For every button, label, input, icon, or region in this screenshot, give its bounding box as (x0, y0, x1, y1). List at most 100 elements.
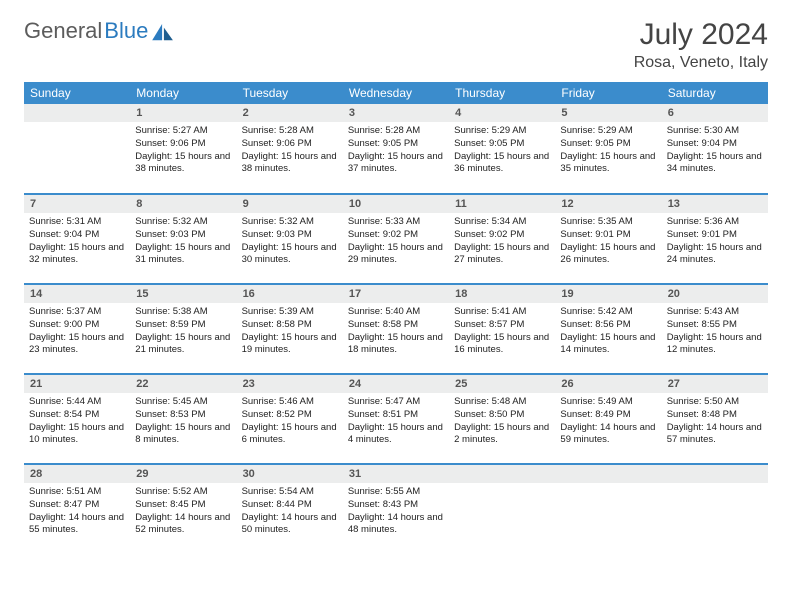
calendar-day-cell: 26Sunrise: 5:49 AMSunset: 8:49 PMDayligh… (555, 374, 661, 464)
daylight-line: Daylight: 15 hours and 19 minutes. (242, 332, 338, 358)
daylight-line: Daylight: 14 hours and 50 minutes. (242, 512, 338, 538)
calendar-week-row: 7Sunrise: 5:31 AMSunset: 9:04 PMDaylight… (24, 194, 768, 284)
day-number: 26 (555, 375, 661, 393)
daylight-line: Daylight: 15 hours and 4 minutes. (348, 422, 444, 448)
day-number: 6 (662, 104, 768, 122)
calendar-day-cell: 28Sunrise: 5:51 AMSunset: 8:47 PMDayligh… (24, 464, 130, 554)
weekday-header: Monday (130, 82, 236, 104)
calendar-day-cell: 31Sunrise: 5:55 AMSunset: 8:43 PMDayligh… (343, 464, 449, 554)
day-number: 31 (343, 465, 449, 483)
calendar-week-row: 21Sunrise: 5:44 AMSunset: 8:54 PMDayligh… (24, 374, 768, 464)
sunrise-line: Sunrise: 5:38 AM (135, 306, 231, 319)
sunrise-line: Sunrise: 5:46 AM (242, 396, 338, 409)
day-number: 3 (343, 104, 449, 122)
sunset-line: Sunset: 8:57 PM (454, 319, 550, 332)
day-number: 12 (555, 195, 661, 213)
sunrise-line: Sunrise: 5:27 AM (135, 125, 231, 138)
sunrise-line: Sunrise: 5:30 AM (667, 125, 763, 138)
day-details: Sunrise: 5:44 AMSunset: 8:54 PMDaylight:… (24, 393, 130, 451)
daylight-line: Daylight: 15 hours and 38 minutes. (135, 151, 231, 177)
day-details: Sunrise: 5:37 AMSunset: 9:00 PMDaylight:… (24, 303, 130, 361)
sunset-line: Sunset: 9:05 PM (348, 138, 444, 151)
sunrise-line: Sunrise: 5:48 AM (454, 396, 550, 409)
day-number: 25 (449, 375, 555, 393)
location: Rosa, Veneto, Italy (634, 54, 768, 72)
day-number: 30 (237, 465, 343, 483)
day-details: Sunrise: 5:50 AMSunset: 8:48 PMDaylight:… (662, 393, 768, 451)
sunset-line: Sunset: 8:47 PM (29, 499, 125, 512)
sunrise-line: Sunrise: 5:41 AM (454, 306, 550, 319)
calendar-day-cell: 6Sunrise: 5:30 AMSunset: 9:04 PMDaylight… (662, 104, 768, 194)
day-number: 23 (237, 375, 343, 393)
day-details: Sunrise: 5:35 AMSunset: 9:01 PMDaylight:… (555, 213, 661, 271)
sunrise-line: Sunrise: 5:51 AM (29, 486, 125, 499)
calendar-day-cell: 2Sunrise: 5:28 AMSunset: 9:06 PMDaylight… (237, 104, 343, 194)
calendar-week-row: 1Sunrise: 5:27 AMSunset: 9:06 PMDaylight… (24, 104, 768, 194)
daylight-line: Daylight: 15 hours and 8 minutes. (135, 422, 231, 448)
sunset-line: Sunset: 8:45 PM (135, 499, 231, 512)
calendar-day-cell (555, 464, 661, 554)
day-details: Sunrise: 5:32 AMSunset: 9:03 PMDaylight:… (130, 213, 236, 271)
sunset-line: Sunset: 8:59 PM (135, 319, 231, 332)
calendar-day-cell: 8Sunrise: 5:32 AMSunset: 9:03 PMDaylight… (130, 194, 236, 284)
day-details: Sunrise: 5:54 AMSunset: 8:44 PMDaylight:… (237, 483, 343, 541)
sunrise-line: Sunrise: 5:32 AM (135, 216, 231, 229)
day-number: 15 (130, 285, 236, 303)
day-details: Sunrise: 5:28 AMSunset: 9:06 PMDaylight:… (237, 122, 343, 180)
sunset-line: Sunset: 8:44 PM (242, 499, 338, 512)
daylight-line: Daylight: 14 hours and 55 minutes. (29, 512, 125, 538)
day-details: Sunrise: 5:42 AMSunset: 8:56 PMDaylight:… (555, 303, 661, 361)
day-number-empty (662, 465, 768, 483)
calendar-day-cell (24, 104, 130, 194)
day-details: Sunrise: 5:33 AMSunset: 9:02 PMDaylight:… (343, 213, 449, 271)
sunset-line: Sunset: 9:06 PM (242, 138, 338, 151)
sunrise-line: Sunrise: 5:39 AM (242, 306, 338, 319)
day-number: 29 (130, 465, 236, 483)
sunrise-line: Sunrise: 5:28 AM (348, 125, 444, 138)
day-number: 8 (130, 195, 236, 213)
day-details: Sunrise: 5:45 AMSunset: 8:53 PMDaylight:… (130, 393, 236, 451)
day-details: Sunrise: 5:38 AMSunset: 8:59 PMDaylight:… (130, 303, 236, 361)
weekday-header: Friday (555, 82, 661, 104)
day-details: Sunrise: 5:49 AMSunset: 8:49 PMDaylight:… (555, 393, 661, 451)
sunrise-line: Sunrise: 5:55 AM (348, 486, 444, 499)
sunrise-line: Sunrise: 5:47 AM (348, 396, 444, 409)
weekday-header-row: Sunday Monday Tuesday Wednesday Thursday… (24, 82, 768, 104)
daylight-line: Daylight: 15 hours and 21 minutes. (135, 332, 231, 358)
daylight-line: Daylight: 15 hours and 18 minutes. (348, 332, 444, 358)
calendar-table: Sunday Monday Tuesday Wednesday Thursday… (24, 82, 768, 554)
calendar-day-cell: 1Sunrise: 5:27 AMSunset: 9:06 PMDaylight… (130, 104, 236, 194)
day-number-empty (24, 104, 130, 122)
day-details: Sunrise: 5:43 AMSunset: 8:55 PMDaylight:… (662, 303, 768, 361)
daylight-line: Daylight: 15 hours and 31 minutes. (135, 242, 231, 268)
calendar-day-cell: 3Sunrise: 5:28 AMSunset: 9:05 PMDaylight… (343, 104, 449, 194)
day-details: Sunrise: 5:48 AMSunset: 8:50 PMDaylight:… (449, 393, 555, 451)
day-number: 7 (24, 195, 130, 213)
day-number: 4 (449, 104, 555, 122)
day-details: Sunrise: 5:28 AMSunset: 9:05 PMDaylight:… (343, 122, 449, 180)
sunset-line: Sunset: 8:43 PM (348, 499, 444, 512)
day-details: Sunrise: 5:29 AMSunset: 9:05 PMDaylight:… (449, 122, 555, 180)
daylight-line: Daylight: 15 hours and 23 minutes. (29, 332, 125, 358)
daylight-line: Daylight: 14 hours and 57 minutes. (667, 422, 763, 448)
sunset-line: Sunset: 8:48 PM (667, 409, 763, 422)
sunset-line: Sunset: 9:02 PM (454, 229, 550, 242)
calendar-day-cell: 13Sunrise: 5:36 AMSunset: 9:01 PMDayligh… (662, 194, 768, 284)
sunrise-line: Sunrise: 5:29 AM (454, 125, 550, 138)
day-number-empty (449, 465, 555, 483)
day-details: Sunrise: 5:51 AMSunset: 8:47 PMDaylight:… (24, 483, 130, 541)
sunrise-line: Sunrise: 5:33 AM (348, 216, 444, 229)
calendar-day-cell: 14Sunrise: 5:37 AMSunset: 9:00 PMDayligh… (24, 284, 130, 374)
daylight-line: Daylight: 15 hours and 32 minutes. (29, 242, 125, 268)
day-details: Sunrise: 5:55 AMSunset: 8:43 PMDaylight:… (343, 483, 449, 541)
day-number: 2 (237, 104, 343, 122)
sunrise-line: Sunrise: 5:28 AM (242, 125, 338, 138)
sunrise-line: Sunrise: 5:54 AM (242, 486, 338, 499)
day-details: Sunrise: 5:52 AMSunset: 8:45 PMDaylight:… (130, 483, 236, 541)
daylight-line: Daylight: 15 hours and 29 minutes. (348, 242, 444, 268)
sunset-line: Sunset: 9:04 PM (667, 138, 763, 151)
sunrise-line: Sunrise: 5:42 AM (560, 306, 656, 319)
calendar-day-cell: 7Sunrise: 5:31 AMSunset: 9:04 PMDaylight… (24, 194, 130, 284)
daylight-line: Daylight: 15 hours and 26 minutes. (560, 242, 656, 268)
day-number: 14 (24, 285, 130, 303)
